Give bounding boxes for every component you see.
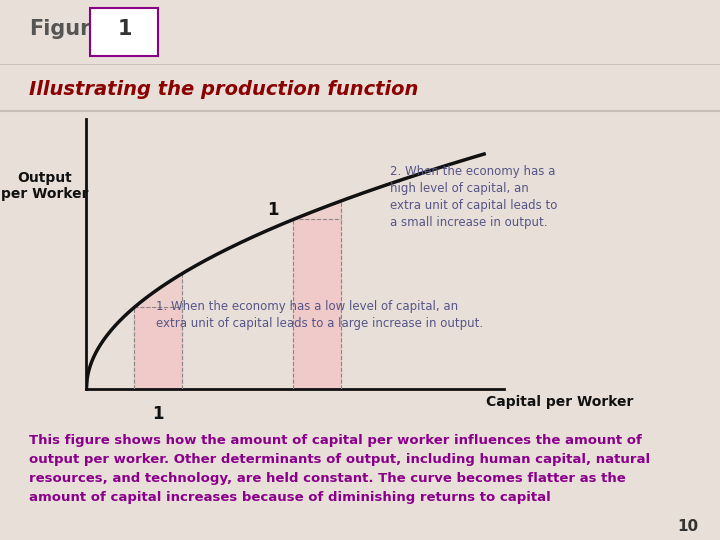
Text: 1. When the economy has a low level of capital, an
extra unit of capital leads t: 1. When the economy has a low level of c… xyxy=(156,300,483,330)
Text: Illustrating the production function: Illustrating the production function xyxy=(29,79,418,99)
Text: Figure: Figure xyxy=(29,19,104,39)
Text: 10: 10 xyxy=(678,518,698,534)
Text: Output
per Worker: Output per Worker xyxy=(1,171,89,201)
Text: 1: 1 xyxy=(268,201,279,219)
Text: This figure shows how the amount of capital per worker influences the amount of
: This figure shows how the amount of capi… xyxy=(29,434,650,504)
FancyBboxPatch shape xyxy=(90,8,158,56)
Text: 1: 1 xyxy=(152,405,163,423)
Text: 2. When the economy has a
high level of capital, an
extra unit of capital leads : 2. When the economy has a high level of … xyxy=(390,165,557,230)
Text: 1: 1 xyxy=(117,19,132,39)
Text: Capital per Worker: Capital per Worker xyxy=(486,395,634,409)
